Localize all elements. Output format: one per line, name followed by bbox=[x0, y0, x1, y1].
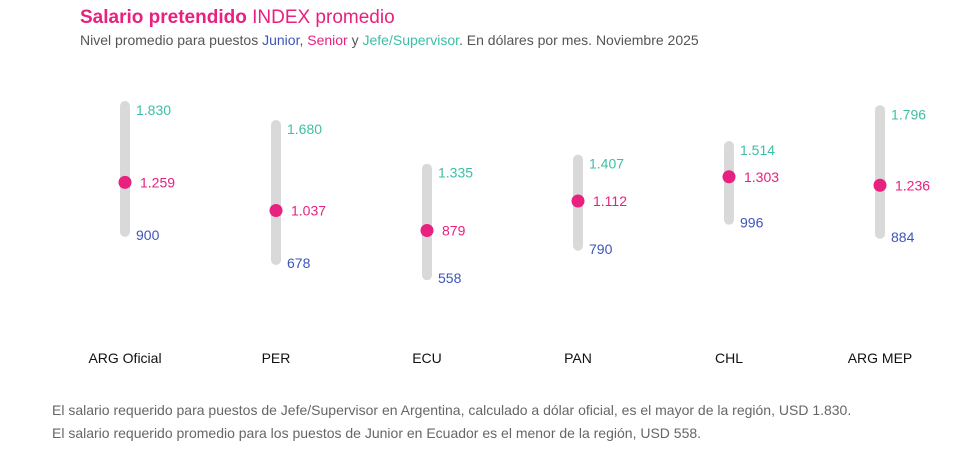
senior-label-chl: 1.303 bbox=[744, 169, 779, 185]
category-label-per: PER bbox=[262, 350, 291, 366]
title-strong: Salario pretendido bbox=[80, 7, 247, 28]
junior-label-arg-oficial: 900 bbox=[136, 227, 160, 243]
senior-dot-arg-oficial bbox=[118, 175, 132, 189]
chart-title: Salario pretendido INDEX promedio bbox=[80, 7, 395, 29]
title-rest: INDEX promedio bbox=[246, 7, 395, 28]
subtitle-senior: Senior bbox=[307, 32, 348, 48]
junior-label-arg-mep: 884 bbox=[891, 229, 915, 245]
category-label-chl: CHL bbox=[715, 350, 743, 366]
subtitle-prefix: Nivel promedio para puestos bbox=[80, 32, 263, 48]
senior-dot-per bbox=[269, 203, 283, 217]
subtitle-jefe: Jefe/Supervisor bbox=[362, 32, 460, 48]
jefe-label-arg-mep: 1.796 bbox=[891, 106, 926, 122]
category-label-arg-oficial: ARG Oficial bbox=[88, 350, 161, 366]
category-label-ecu: ECU bbox=[412, 350, 442, 366]
jefe-label-per: 1.680 bbox=[287, 121, 322, 137]
jefe-label-pan: 1.407 bbox=[589, 156, 624, 172]
category-label-arg-mep: ARG MEP bbox=[848, 350, 913, 366]
senior-dot-pan bbox=[571, 194, 585, 208]
subtitle-suffix: . En dólares por mes. Noviembre 2025 bbox=[459, 32, 699, 48]
jefe-label-ecu: 1.335 bbox=[438, 165, 473, 181]
chart-subtitle: Nivel promedio para puestos Junior, Seni… bbox=[80, 32, 699, 48]
category-label-pan: PAN bbox=[564, 350, 592, 366]
subtitle-y: y bbox=[347, 32, 363, 48]
senior-label-per: 1.037 bbox=[291, 202, 326, 218]
senior-label-ecu: 879 bbox=[442, 222, 466, 238]
note-2: El salario requerido promedio para los p… bbox=[52, 425, 702, 441]
subtitle-junior: Junior bbox=[262, 32, 300, 48]
junior-label-per: 678 bbox=[287, 255, 311, 271]
junior-label-ecu: 558 bbox=[438, 270, 462, 286]
junior-label-pan: 790 bbox=[589, 241, 613, 257]
junior-label-chl: 996 bbox=[740, 215, 764, 231]
jefe-label-arg-oficial: 1.830 bbox=[136, 102, 171, 118]
subtitle-comma: , bbox=[299, 32, 308, 48]
senior-label-arg-mep: 1.236 bbox=[895, 177, 930, 193]
senior-dot-ecu bbox=[420, 223, 434, 237]
senior-label-arg-oficial: 1.259 bbox=[140, 174, 175, 190]
note-1: El salario requerido para puestos de Jef… bbox=[52, 402, 852, 418]
senior-dot-arg-mep bbox=[873, 178, 887, 192]
senior-label-pan: 1.112 bbox=[593, 193, 627, 209]
jefe-label-chl: 1.514 bbox=[740, 142, 775, 158]
senior-dot-chl bbox=[722, 170, 736, 184]
